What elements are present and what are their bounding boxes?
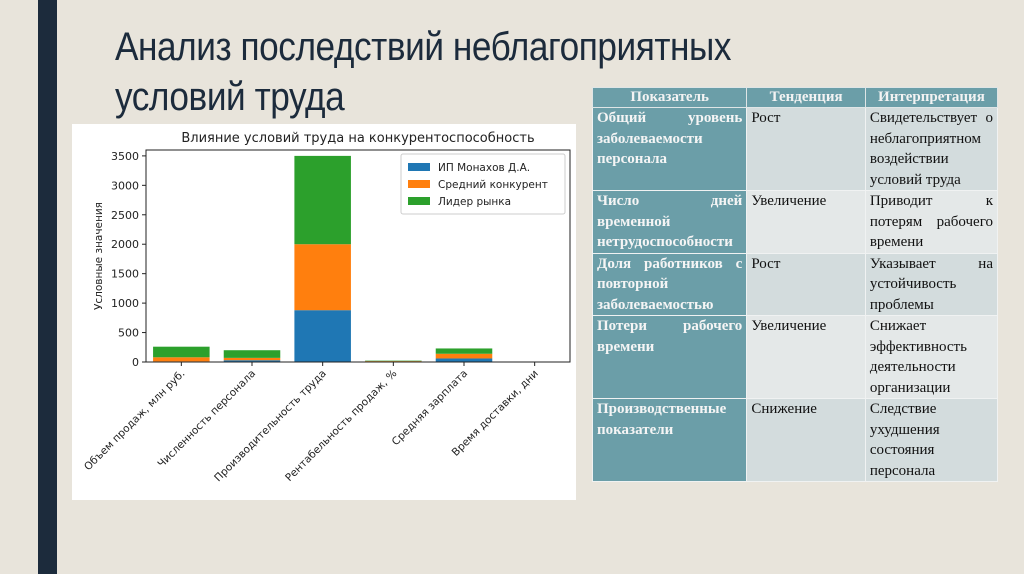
cell-interpretation: Указывает на устойчивость проблемы — [864, 252, 999, 316]
x-tick-label: Рентабельность продаж, % — [283, 368, 399, 484]
table-row: Общий уровень заболеваемости персонала Р… — [591, 107, 999, 191]
bar-segment — [223, 360, 281, 362]
legend-swatch — [408, 163, 430, 171]
bar-segment — [294, 310, 351, 362]
y-tick-label: 2500 — [111, 209, 139, 222]
cell-indicator: Производственные показатели — [591, 398, 748, 482]
header-indicator: Показатель — [591, 87, 748, 108]
bar-segment — [435, 348, 493, 354]
cell-trend: Рост — [746, 107, 866, 191]
bar-segment — [435, 353, 493, 359]
table-header-row: Показатель Тенденция Интерпретация — [591, 87, 999, 108]
cell-indicator: Потери рабочего времени — [591, 315, 748, 399]
x-tick-label: Средняя зарплата — [390, 368, 470, 448]
bar-segment — [153, 357, 210, 362]
header-interpretation: Интерпретация — [864, 87, 999, 108]
y-tick-label: 1500 — [111, 268, 139, 281]
y-tick-label: 2000 — [111, 238, 139, 251]
table-row: Потери рабочего времени Увеличение Снижа… — [591, 315, 999, 399]
bar-segment — [435, 358, 493, 362]
cell-interpretation: Приводит к потерям рабочего времени — [864, 190, 999, 254]
bar-segment — [294, 155, 351, 245]
legend-label: ИП Монахов Д.А. — [438, 162, 530, 174]
y-tick-label: 500 — [118, 327, 139, 340]
chart-title: Влияние условий труда на конкурентоспосо… — [181, 131, 534, 146]
y-tick-label: 1000 — [111, 297, 139, 310]
legend-label: Лидер рынка — [438, 196, 511, 208]
indicators-table: Показатель Тенденция Интерпретация Общий… — [591, 87, 999, 482]
bar-segment — [365, 361, 422, 362]
cell-interpretation: Следствие ухудшения состояния персонала — [864, 398, 999, 482]
legend — [400, 153, 566, 215]
cell-indicator: Доля работников с повторной заболеваемос… — [591, 252, 748, 316]
y-tick-label: 3500 — [111, 150, 139, 163]
chart-canvas: Влияние условий труда на конкурентоспосо… — [82, 131, 571, 485]
cell-trend: Снижение — [746, 398, 866, 482]
bar-segment — [223, 350, 281, 358]
legend-swatch — [408, 180, 430, 188]
slide-title: Анализ последствий неблагоприятных услов… — [115, 22, 732, 122]
title-line-2: условий труда — [115, 75, 345, 119]
table-row: Число дней временной нетрудоспособности … — [591, 190, 999, 254]
y-tick-label: 3000 — [111, 179, 139, 192]
accent-bar — [38, 0, 57, 574]
cell-trend: Рост — [746, 252, 866, 316]
cell-trend: Увеличение — [746, 190, 866, 254]
y-tick-label: 0 — [132, 356, 139, 369]
cell-interpretation: Свидетельствует о неблагоприятном воздей… — [864, 107, 999, 191]
plot-frame — [145, 149, 571, 363]
bar-segment — [294, 244, 351, 311]
x-tick-label: Производительность труда — [212, 368, 329, 485]
y-axis-label: Условные значения — [93, 202, 105, 310]
cell-trend: Увеличение — [746, 315, 866, 399]
table-row: Доля работников с повторной заболеваемос… — [591, 252, 999, 316]
cell-indicator: Общий уровень заболеваемости персонала — [591, 107, 748, 191]
cell-indicator: Число дней временной нетрудоспособности — [591, 190, 748, 254]
cell-interpretation: Снижает эффективность деятельности орган… — [864, 315, 999, 399]
stacked-bar-chart: Влияние условий труда на конкурентоспосо… — [72, 124, 576, 500]
legend-swatch — [408, 197, 430, 205]
bar-segment — [153, 346, 210, 358]
title-line-1: Анализ последствий неблагоприятных — [115, 25, 732, 69]
bar-segment — [223, 357, 281, 361]
header-trend: Тенденция — [746, 87, 866, 108]
table-row: Производственные показатели Снижение Сле… — [591, 398, 999, 482]
legend-label: Средний конкурент — [438, 179, 548, 191]
